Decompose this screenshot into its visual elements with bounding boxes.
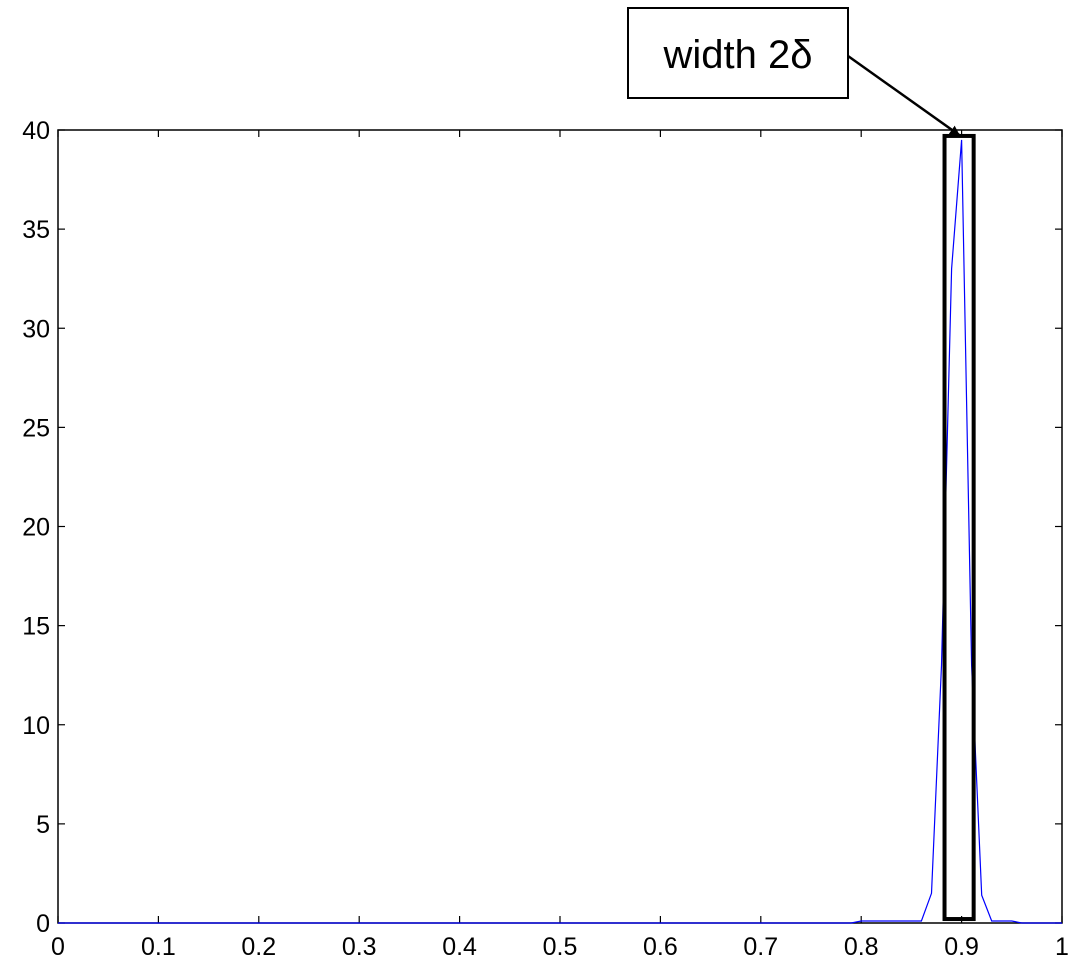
y-tick-label: 40 [22,117,50,145]
y-tick-label: 10 [22,712,50,740]
x-tick-label: 1 [1055,933,1069,961]
x-tick-label: 0.1 [141,933,176,961]
x-tick-label: 0 [51,933,65,961]
y-axis-tick-labels: 0 5 10 15 20 25 30 35 40 [22,117,50,938]
x-tick-label: 0.8 [844,933,879,961]
annotation-arrow [847,54,960,136]
x-tick-label: 0.3 [342,933,377,961]
x-tick-label: 0.5 [543,933,578,961]
y-tick-label: 35 [22,216,50,244]
y-tick-label: 30 [22,315,50,343]
x-tick-label: 0.9 [944,933,979,961]
y-tick-label: 20 [22,514,50,542]
x-tick-label: 0.4 [442,933,477,961]
series-layer [58,139,1062,924]
annotation-label-box [627,7,849,99]
x-tick-label: 0.7 [743,933,778,961]
annotation-layer: width 2δ [627,7,976,922]
y-tick-label: 5 [36,811,50,839]
annotation-label: width 2δ [662,33,812,77]
x-tick-label: 0.2 [241,933,276,961]
plot-area [57,129,1063,924]
y-tick-label: 15 [22,613,50,641]
y-tick-label: 0 [36,910,50,938]
series-line [58,139,1062,924]
y-tick-label: 25 [22,414,50,442]
width-highlight-box [942,133,976,922]
x-axis-tick-labels: 0 0.1 0.2 0.3 0.4 0.5 0.6 0.7 0.8 0.9 1 [51,933,1069,961]
x-tick-label: 0.6 [643,933,678,961]
